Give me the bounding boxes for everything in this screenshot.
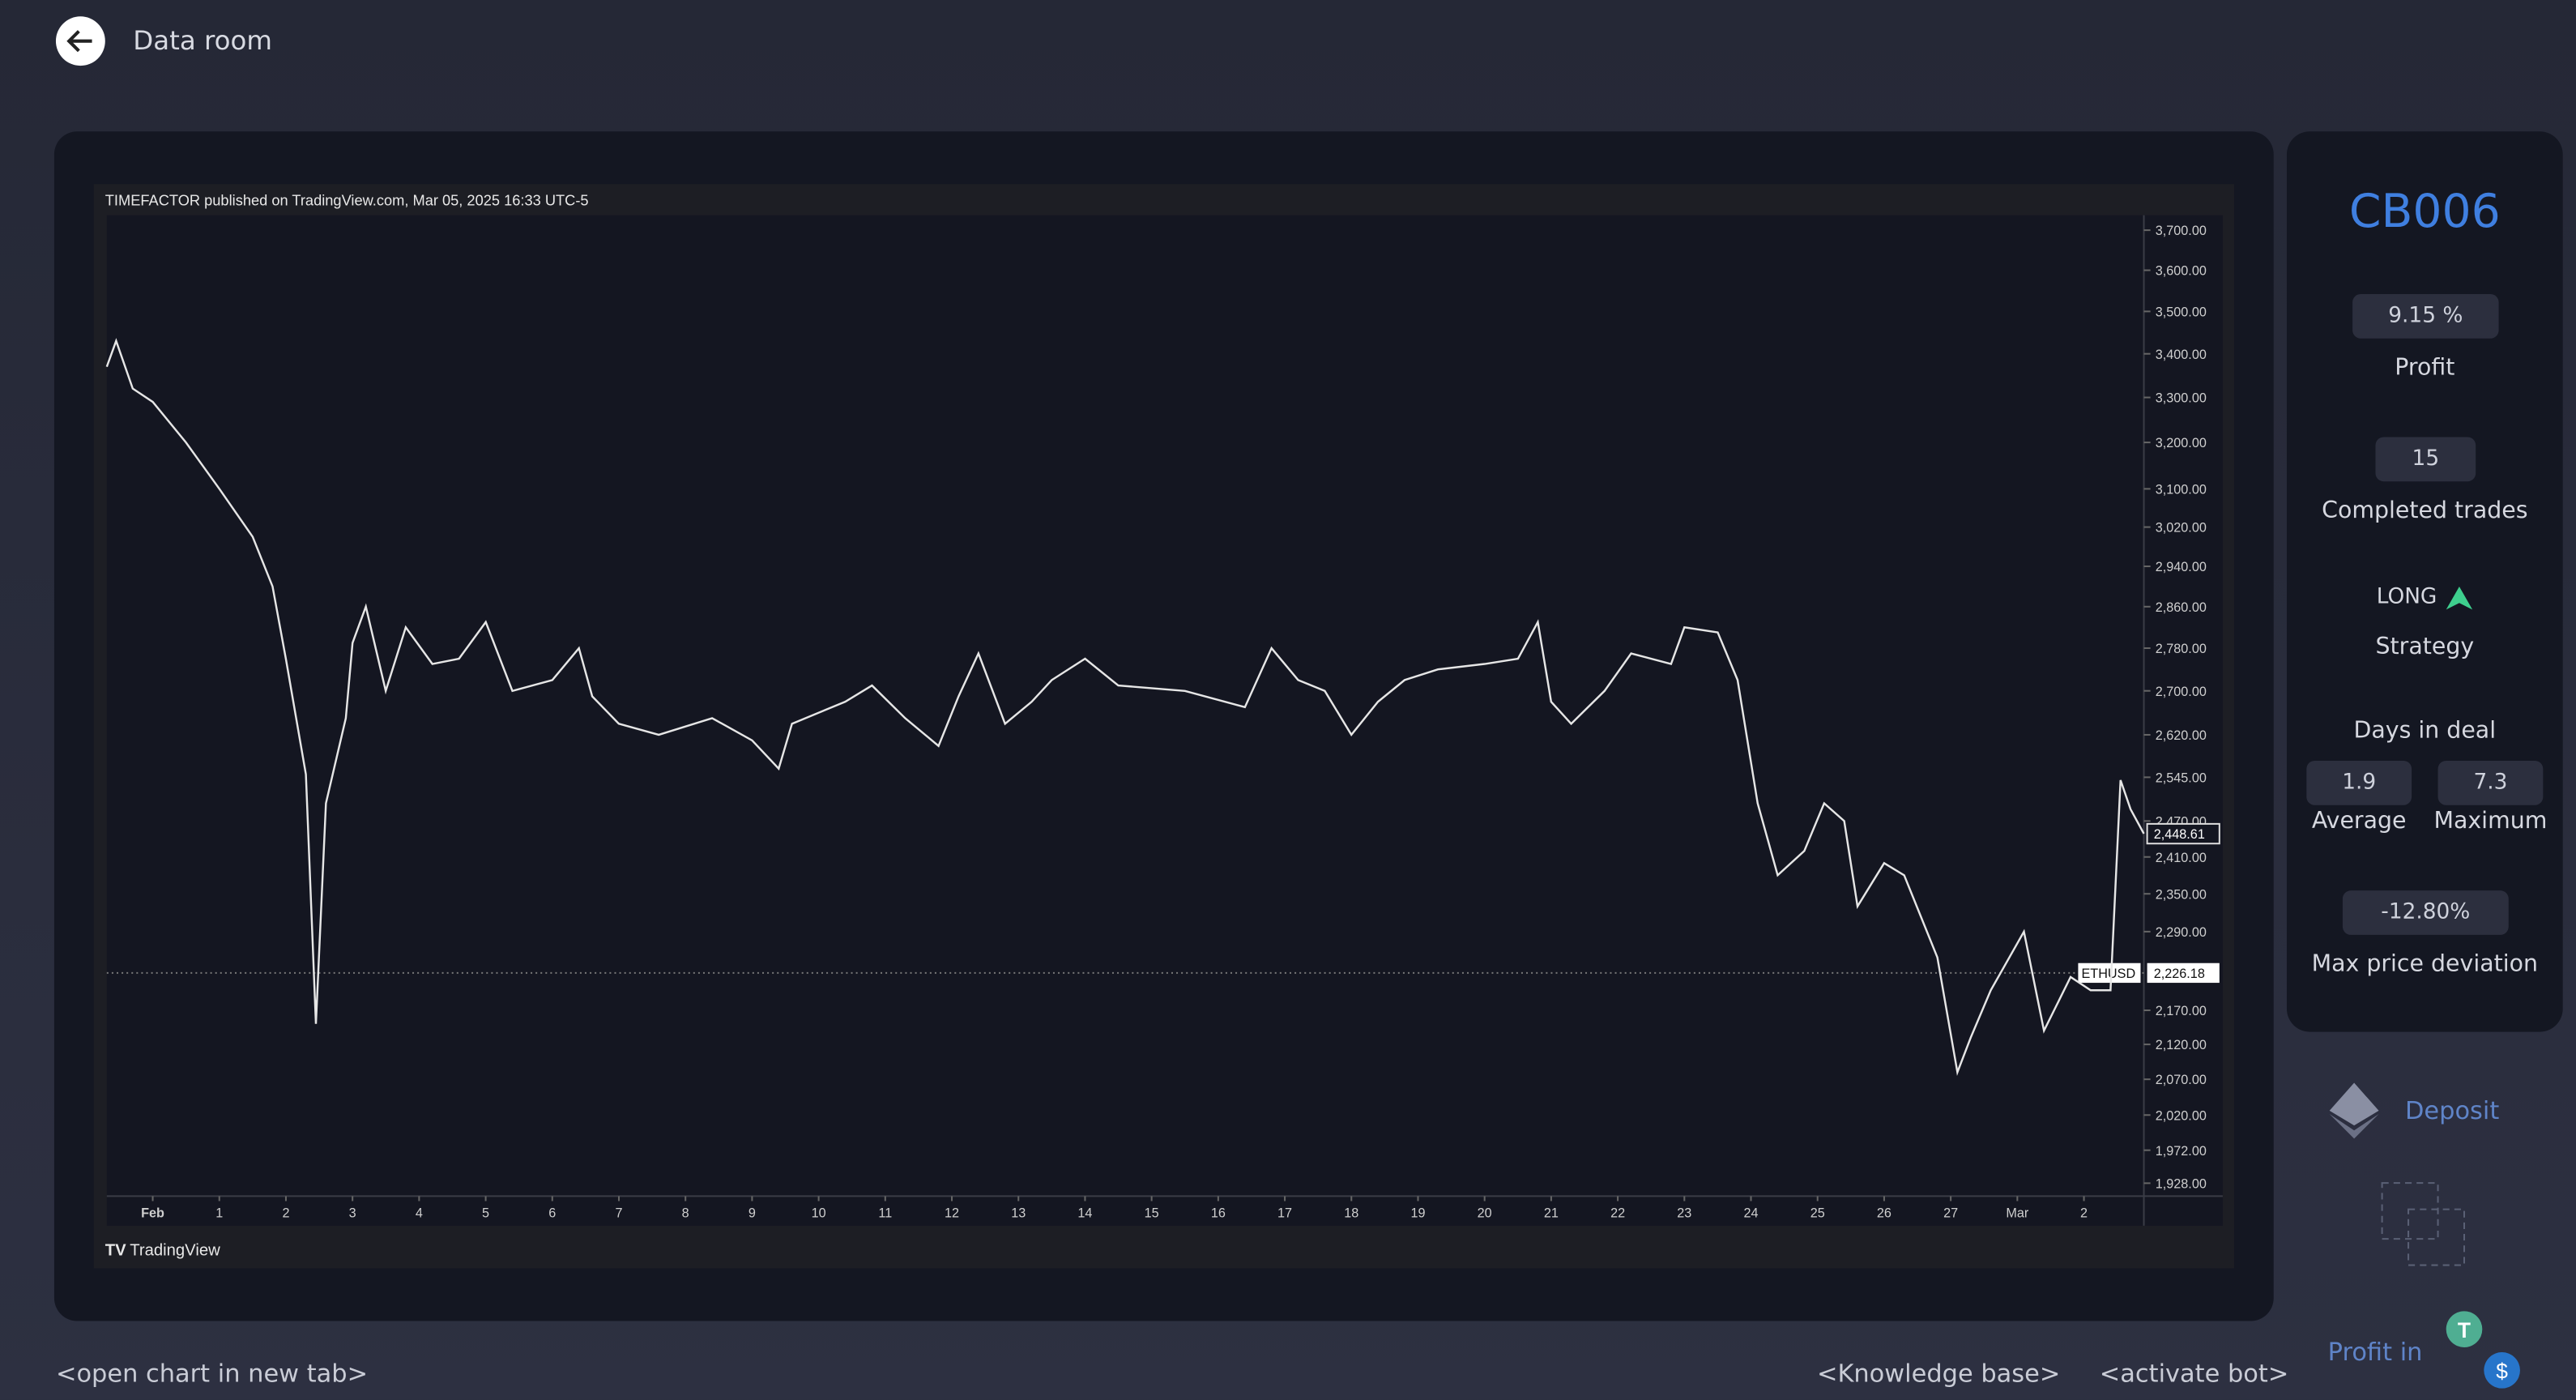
average-label: Average	[2311, 808, 2407, 835]
y-tick-label: 2,410.00	[2156, 851, 2207, 865]
x-tick-label: Mar	[2006, 1206, 2029, 1221]
trades-value: 15	[2375, 437, 2476, 482]
coin-icons: T$	[2446, 1311, 2520, 1389]
x-tick-label: 14	[1077, 1206, 1092, 1221]
profit-in: Profit in	[2327, 1337, 2423, 1368]
activate-link[interactable]: <activate bot>	[2099, 1359, 2289, 1389]
attribution: TIMEFACTOR published on TradingView.com,…	[105, 192, 589, 209]
y-tick-label: 2,620.00	[2156, 728, 2207, 743]
x-tick-label: 7	[615, 1206, 622, 1221]
y-tick-label: 3,100.00	[2156, 482, 2207, 497]
y-tick-label: 3,200.00	[2156, 436, 2207, 450]
x-tick-label: 13	[1011, 1206, 1026, 1221]
open-chart-link[interactable]: <open chart in new tab>	[55, 1359, 369, 1389]
x-tick-label: 26	[1877, 1206, 1891, 1221]
y-tick-label: 1,972.00	[2156, 1144, 2207, 1159]
x-tick-label: 2	[2080, 1206, 2088, 1221]
page-title: Data room	[133, 24, 273, 56]
x-tick-label: 16	[1211, 1206, 1226, 1221]
maximum-value: 7.3	[2437, 760, 2544, 805]
y-tick-label: 3,600.00	[2156, 264, 2207, 279]
y-tick-label: 1,928.00	[2156, 1176, 2207, 1191]
x-tick-label: 2	[282, 1206, 289, 1221]
y-tick-label: 2,780.00	[2156, 642, 2207, 656]
profit-value: 9.15 %	[2352, 294, 2499, 339]
deposit-link[interactable]: Deposit	[2404, 1095, 2500, 1126]
y-tick-label: 3,400.00	[2156, 348, 2207, 362]
average-value: 1.9	[2306, 760, 2412, 805]
knowledge-link[interactable]: <Knowledge base>	[1816, 1359, 2061, 1389]
x-tick-label: 27	[1943, 1206, 1958, 1221]
x-tick-label: 24	[1743, 1206, 1758, 1221]
x-tick-label: 8	[682, 1206, 689, 1221]
x-tick-label: 22	[1610, 1206, 1625, 1221]
x-tick-label: 23	[1677, 1206, 1691, 1221]
y-tick-label: 2,940.00	[2156, 560, 2207, 574]
x-tick-label: 12	[945, 1206, 959, 1221]
y-tick-label: 2,545.00	[2156, 770, 2207, 785]
x-tick-label: 5	[482, 1206, 489, 1221]
strategy-label: Strategy	[2375, 634, 2475, 661]
long-icon	[2446, 586, 2473, 610]
symbol-tag	[2078, 962, 2141, 984]
symbol-label: ETHUSD	[2081, 967, 2135, 981]
y-tick-label: 3,300.00	[2156, 391, 2207, 406]
x-tick-label: 17	[1277, 1206, 1292, 1221]
y-tick-label: 2,070.00	[2156, 1073, 2207, 1087]
brand: TradingView	[130, 1241, 220, 1259]
y-tick-label: 2,700.00	[2156, 685, 2207, 699]
x-tick-label: 10	[812, 1206, 826, 1221]
x-tick-label: 25	[1810, 1206, 1825, 1221]
copy-icon[interactable]	[2379, 1180, 2472, 1272]
y-tick-label: 3,020.00	[2156, 521, 2207, 536]
x-tick-label: 18	[1344, 1206, 1358, 1221]
y-tick-label: 3,700.00	[2156, 224, 2207, 238]
x-tick-label: 11	[878, 1206, 892, 1221]
eth-icon	[2329, 1082, 2379, 1139]
days-title: Days in deal	[2353, 718, 2497, 745]
last-price-tag	[2146, 822, 2220, 845]
plot-area	[106, 215, 2223, 1226]
x-tick-label: 21	[1544, 1206, 1559, 1221]
x-tick-label: 6	[548, 1206, 556, 1221]
y-tick-label: 2,020.00	[2156, 1108, 2207, 1123]
y-tick-label: 2,350.00	[2156, 887, 2207, 902]
y-tick-label: 2,120.00	[2156, 1038, 2207, 1052]
chart: TIMEFACTOR published on TradingView.com,…	[93, 184, 2235, 1269]
back-button[interactable]	[55, 16, 105, 66]
x-tick-label: 4	[416, 1206, 423, 1221]
x-tick-label: 19	[1410, 1206, 1425, 1221]
y-tick-label: 2,290.00	[2156, 925, 2207, 940]
x-tick-label: Feb	[141, 1206, 164, 1221]
maximum-label: Maximum	[2433, 808, 2548, 835]
y-tick-label: 2,170.00	[2156, 1004, 2207, 1018]
reference-tag	[2147, 962, 2220, 984]
y-tick-label: 2,860.00	[2156, 600, 2207, 615]
deviation-label: Max price deviation	[2311, 951, 2539, 978]
x-tick-label: 20	[1478, 1206, 1492, 1221]
strategy-value: LONG	[2376, 584, 2437, 610]
back-icon	[66, 30, 92, 53]
brand-logo: TV	[105, 1241, 126, 1259]
x-tick-label: 15	[1145, 1206, 1159, 1221]
y-tick-label: 3,500.00	[2156, 305, 2207, 319]
x-tick-label: 1	[215, 1206, 223, 1221]
svg-text:$: $	[2496, 1359, 2508, 1383]
reference-label: 2,226.18	[2154, 967, 2205, 981]
svg-text:T: T	[2458, 1318, 2471, 1342]
stats-panel	[2286, 131, 2563, 1032]
last-price-label: 2,448.61	[2154, 827, 2205, 842]
bot-code: CB006	[2348, 184, 2501, 239]
profit-label: Profit	[2395, 355, 2455, 382]
trades-label: Completed trades	[2322, 497, 2528, 524]
x-tick-label: 9	[748, 1206, 756, 1221]
price-line	[105, 338, 2145, 1077]
x-tick-label: 3	[349, 1206, 356, 1221]
deviation-value: -12.80%	[2342, 890, 2509, 935]
